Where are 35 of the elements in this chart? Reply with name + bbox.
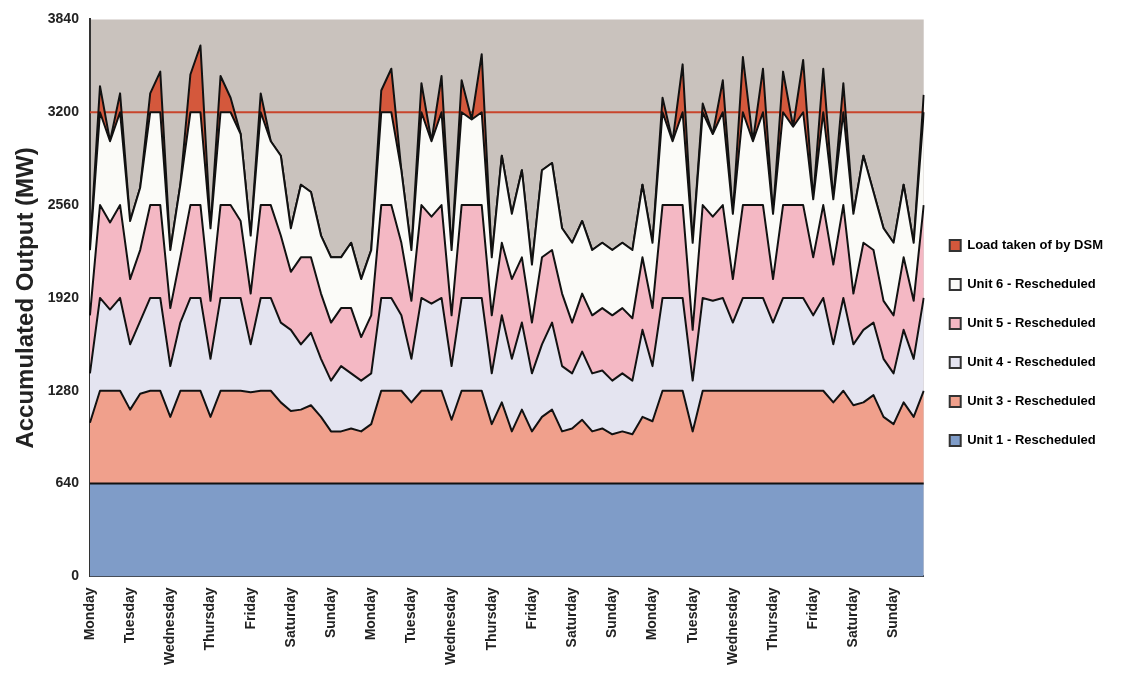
y-tick-label: 2560: [47, 195, 80, 212]
y-tick-label: 1280: [47, 381, 80, 398]
x-tick-label: Friday: [804, 587, 821, 630]
legend-label: Unit 6 - Rescheduled: [967, 276, 1096, 292]
y-tick-label: 0: [71, 567, 80, 584]
x-tick-label: Wednesday: [723, 587, 740, 665]
y-tick-label: 640: [55, 474, 80, 491]
x-tick-label: Thursday: [482, 587, 499, 651]
x-tick-label: Sunday: [603, 587, 620, 639]
x-tick-label: Thursday: [201, 587, 218, 651]
x-tick-label: Sunday: [884, 587, 901, 639]
x-tick-label: Saturday: [844, 587, 861, 648]
x-tick-label: Tuesday: [683, 587, 700, 644]
x-tick-label: Monday: [80, 587, 97, 641]
x-tick-label: Sunday: [321, 587, 338, 639]
x-tick-label: Wednesday: [161, 587, 178, 665]
y-axis-title: Accumulated Output (MW): [11, 147, 39, 449]
x-tick-label: Tuesday: [120, 587, 137, 644]
x-tick-label: Thursday: [763, 587, 780, 651]
x-tick-label: Friday: [241, 587, 258, 630]
y-tick-label: 1920: [47, 288, 80, 305]
x-tick-label: Monday: [643, 587, 660, 641]
legend-label: Unit 3 - Rescheduled: [967, 393, 1096, 409]
y-tick-label: 3200: [47, 103, 80, 120]
legend-label: Load taken of by DSM: [967, 237, 1104, 253]
x-tick-label: Tuesday: [402, 587, 419, 644]
x-tick-label: Saturday: [562, 587, 579, 648]
x-tick-label: Saturday: [281, 587, 298, 648]
y-tick-label: 3840: [47, 10, 80, 27]
x-tick-label: Monday: [362, 587, 379, 641]
legend-label: Unit 4 - Rescheduled: [967, 354, 1096, 370]
x-tick-label: Friday: [522, 587, 539, 630]
x-tick-label: Wednesday: [442, 587, 459, 665]
legend-label: Unit 5 - Rescheduled: [967, 315, 1096, 331]
legend-label: Unit 1 - Rescheduled: [967, 432, 1096, 448]
